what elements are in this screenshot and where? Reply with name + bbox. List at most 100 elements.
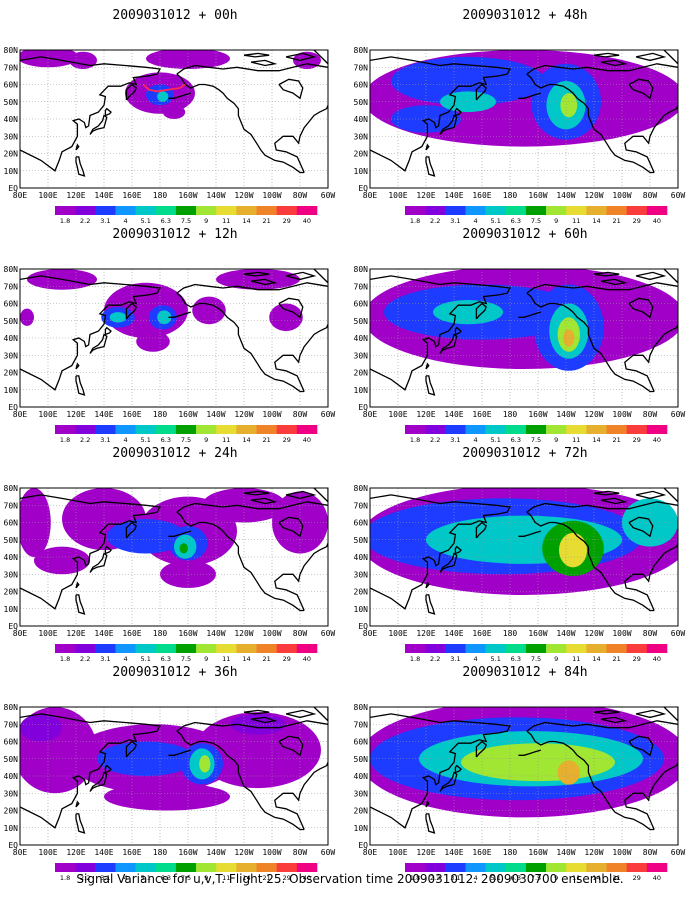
colorbar-label: 29 — [633, 436, 641, 442]
colorbar-label: 6.3 — [161, 436, 171, 442]
coastline — [250, 278, 278, 286]
coastline — [370, 713, 512, 829]
colorbar-swatch — [465, 644, 486, 653]
lat-tick-label: EQ — [358, 622, 368, 631]
colorbar-swatch — [276, 863, 298, 872]
colorbar-swatch — [135, 206, 157, 215]
coastline — [635, 271, 667, 281]
coastline — [425, 594, 436, 615]
lon-tick-label: 80E — [363, 410, 378, 419]
map-panel: 2009031012 + 36h 80E 100E 120E 140E 160E 180 1… — [0, 665, 350, 880]
colorbar-swatch — [525, 863, 547, 872]
lon-tick-label: 140E — [94, 848, 113, 857]
colorbar-label: 11 — [222, 874, 230, 880]
colorbar-label: 3.1 — [450, 655, 460, 661]
colorbar-label: 21 — [612, 217, 620, 223]
colorbar-label: 29 — [283, 217, 291, 223]
lon-tick-label: 60W — [321, 848, 336, 857]
lat-tick-label: 80N — [4, 46, 19, 55]
coastline — [243, 709, 270, 715]
lat-tick-label: 40N — [354, 115, 369, 124]
colorbar-swatch — [216, 644, 237, 653]
colorbar-swatch — [626, 425, 648, 434]
coastline — [125, 740, 137, 758]
lon-tick-label: 100E — [38, 191, 57, 200]
lat-tick-label: 50N — [354, 98, 369, 107]
coastline — [243, 52, 270, 58]
colorbar-swatch — [196, 425, 217, 434]
colorbar-swatch — [115, 206, 136, 215]
lat-tick-label: 30N — [4, 132, 19, 141]
colorbar-swatch — [55, 644, 76, 653]
colorbar-swatch — [256, 206, 277, 215]
variance-shading — [216, 269, 300, 290]
map-panel: 2009031012 + 84h 80E 100E 120E 140E 160E 180 1… — [350, 665, 700, 880]
colorbar-label: 29 — [633, 874, 641, 880]
lon-tick-label: 180 — [153, 629, 168, 638]
colorbar-swatch — [276, 206, 298, 215]
lat-tick-label: 80N — [4, 265, 19, 274]
colorbar-swatch — [566, 644, 587, 653]
colorbar-label: 1.8 — [410, 874, 420, 880]
colorbar-label: 9 — [204, 436, 208, 442]
variance-shading — [557, 760, 580, 785]
coastline — [75, 156, 86, 177]
coastline — [278, 516, 304, 538]
colorbar-swatch — [646, 425, 668, 434]
colorbar-swatch — [115, 863, 136, 872]
panel-title: 2009031012 + 00h — [112, 8, 238, 23]
coastline — [624, 323, 678, 392]
colorbar-swatch — [75, 863, 96, 872]
lon-tick-label: 160E — [472, 848, 491, 857]
colorbar-label: 4 — [473, 217, 477, 223]
lat-tick-label: 80N — [354, 46, 369, 55]
lat-tick-label: 60N — [354, 738, 369, 747]
coastline — [278, 735, 304, 757]
colorbar-swatch — [485, 206, 507, 215]
colorbar-swatch — [626, 206, 648, 215]
lon-tick-label: 120W — [234, 848, 253, 857]
colorbar-label: 11 — [572, 655, 580, 661]
colorbar-swatch — [155, 863, 177, 872]
colorbar-swatch — [405, 644, 426, 653]
lat-tick-label: 50N — [354, 755, 369, 764]
lat-tick-label: 80N — [354, 265, 369, 274]
coastline — [75, 375, 86, 396]
colorbar-label: 1.8 — [60, 217, 70, 223]
coastline — [313, 50, 328, 65]
lon-tick-label: 80W — [643, 191, 658, 200]
coastline — [243, 490, 270, 496]
lon-tick-label: 100W — [262, 848, 281, 857]
colorbar-swatch — [155, 425, 177, 434]
colorbar-label: 6.3 — [511, 655, 521, 661]
lon-tick-label: 80E — [363, 629, 378, 638]
colorbar-label: 7.5 — [181, 436, 191, 442]
colorbar-swatch — [505, 863, 527, 872]
map-canvas: 80E 100E 120E 140E 160E 180 160W 140W 120W 100W 80… — [4, 703, 336, 880]
coastline — [104, 326, 112, 336]
colorbar-swatch — [276, 644, 298, 653]
variance-shading — [109, 312, 127, 323]
colorbar-label: 29 — [633, 217, 641, 223]
coastline — [89, 771, 108, 792]
variance-shading — [391, 105, 461, 133]
lon-tick-label: 140E — [94, 191, 113, 200]
lat-tick-label: 30N — [4, 570, 19, 579]
lon-tick-label: 100W — [262, 629, 281, 638]
colorbar-label: 40 — [653, 655, 661, 661]
lon-tick-label: 160E — [472, 629, 491, 638]
lon-tick-label: 80E — [13, 629, 28, 638]
colorbar-swatch — [296, 206, 318, 215]
lat-tick-label: 60N — [354, 81, 369, 90]
colorbar-label: 2.2 — [430, 874, 440, 880]
coastline — [475, 83, 487, 101]
coastline — [274, 761, 328, 830]
colorbar-label: 9 — [204, 874, 208, 880]
colorbar-swatch — [256, 644, 277, 653]
coastline — [75, 581, 80, 589]
colorbar-swatch — [626, 644, 648, 653]
lat-tick-label: 50N — [354, 536, 369, 545]
coastline — [635, 709, 667, 719]
colorbar-label: 2.2 — [430, 217, 440, 223]
coastline — [274, 542, 328, 611]
